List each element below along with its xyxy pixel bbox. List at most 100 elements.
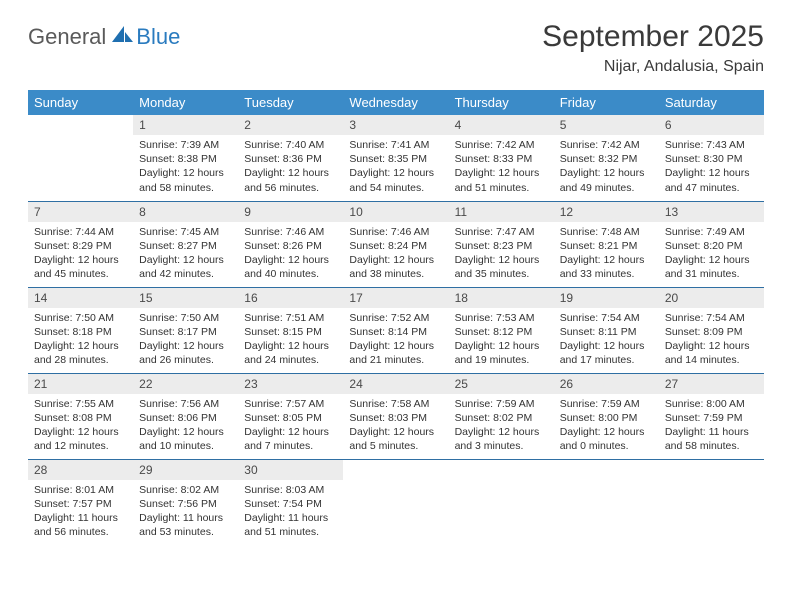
calendar-day-cell: 3Sunrise: 7:41 AMSunset: 8:35 PMDaylight… [343,115,448,201]
sunrise-line: Sunrise: 7:50 AM [139,311,232,325]
day-content: Sunrise: 7:43 AMSunset: 8:30 PMDaylight:… [659,135,764,200]
calendar-day-cell [343,459,448,545]
daylight-line: Daylight: 12 hours and 49 minutes. [560,166,653,194]
sunrise-line: Sunrise: 7:58 AM [349,397,442,411]
calendar-day-cell: 2Sunrise: 7:40 AMSunset: 8:36 PMDaylight… [238,115,343,201]
day-content: Sunrise: 7:51 AMSunset: 8:15 PMDaylight:… [238,308,343,373]
day-content: Sunrise: 8:01 AMSunset: 7:57 PMDaylight:… [28,480,133,545]
sunrise-line: Sunrise: 7:54 AM [665,311,758,325]
daylight-line: Daylight: 11 hours and 58 minutes. [665,425,758,453]
sunset-line: Sunset: 8:36 PM [244,152,337,166]
day-number: 16 [238,288,343,308]
day-content: Sunrise: 7:56 AMSunset: 8:06 PMDaylight:… [133,394,238,459]
calendar-day-cell: 6Sunrise: 7:43 AMSunset: 8:30 PMDaylight… [659,115,764,201]
calendar-day-cell: 12Sunrise: 7:48 AMSunset: 8:21 PMDayligh… [554,201,659,287]
sunrise-line: Sunrise: 7:49 AM [665,225,758,239]
sunrise-line: Sunrise: 7:42 AM [455,138,548,152]
sunrise-line: Sunrise: 7:59 AM [560,397,653,411]
sunrise-line: Sunrise: 7:46 AM [244,225,337,239]
calendar-day-cell: 1Sunrise: 7:39 AMSunset: 8:38 PMDaylight… [133,115,238,201]
day-number: 28 [28,460,133,480]
calendar-week-row: 1Sunrise: 7:39 AMSunset: 8:38 PMDaylight… [28,115,764,201]
day-number-empty [343,460,448,480]
calendar-week-row: 21Sunrise: 7:55 AMSunset: 8:08 PMDayligh… [28,373,764,459]
day-content: Sunrise: 7:45 AMSunset: 8:27 PMDaylight:… [133,222,238,287]
calendar-day-cell: 29Sunrise: 8:02 AMSunset: 7:56 PMDayligh… [133,459,238,545]
daylight-line: Daylight: 11 hours and 51 minutes. [244,511,337,539]
calendar-day-cell: 13Sunrise: 7:49 AMSunset: 8:20 PMDayligh… [659,201,764,287]
logo-text-blue: Blue [136,24,180,50]
calendar-day-cell: 19Sunrise: 7:54 AMSunset: 8:11 PMDayligh… [554,287,659,373]
day-number: 25 [449,374,554,394]
sunset-line: Sunset: 8:03 PM [349,411,442,425]
sunrise-line: Sunrise: 7:46 AM [349,225,442,239]
day-content: Sunrise: 7:53 AMSunset: 8:12 PMDaylight:… [449,308,554,373]
day-number: 27 [659,374,764,394]
day-number: 1 [133,115,238,135]
daylight-line: Daylight: 12 hours and 51 minutes. [455,166,548,194]
calendar-day-cell: 15Sunrise: 7:50 AMSunset: 8:17 PMDayligh… [133,287,238,373]
calendar-day-cell: 24Sunrise: 7:58 AMSunset: 8:03 PMDayligh… [343,373,448,459]
sunrise-line: Sunrise: 7:50 AM [34,311,127,325]
daylight-line: Daylight: 12 hours and 17 minutes. [560,339,653,367]
day-content: Sunrise: 8:03 AMSunset: 7:54 PMDaylight:… [238,480,343,545]
sunrise-line: Sunrise: 7:53 AM [455,311,548,325]
month-title: September 2025 [542,20,764,54]
day-number: 26 [554,374,659,394]
daylight-line: Daylight: 12 hours and 0 minutes. [560,425,653,453]
calendar-day-cell: 21Sunrise: 7:55 AMSunset: 8:08 PMDayligh… [28,373,133,459]
day-number: 19 [554,288,659,308]
sunset-line: Sunset: 8:15 PM [244,325,337,339]
weekday-header: Friday [554,90,659,115]
sunrise-line: Sunrise: 7:56 AM [139,397,232,411]
sunset-line: Sunset: 8:09 PM [665,325,758,339]
calendar-day-cell [28,115,133,201]
calendar-day-cell: 11Sunrise: 7:47 AMSunset: 8:23 PMDayligh… [449,201,554,287]
sunrise-line: Sunrise: 7:51 AM [244,311,337,325]
day-number: 20 [659,288,764,308]
daylight-line: Daylight: 11 hours and 53 minutes. [139,511,232,539]
location-label: Nijar, Andalusia, Spain [542,58,764,76]
day-content: Sunrise: 7:54 AMSunset: 8:09 PMDaylight:… [659,308,764,373]
calendar-day-cell: 26Sunrise: 7:59 AMSunset: 8:00 PMDayligh… [554,373,659,459]
day-number: 12 [554,202,659,222]
calendar-day-cell: 14Sunrise: 7:50 AMSunset: 8:18 PMDayligh… [28,287,133,373]
daylight-line: Daylight: 12 hours and 24 minutes. [244,339,337,367]
sunset-line: Sunset: 8:08 PM [34,411,127,425]
sunset-line: Sunset: 8:14 PM [349,325,442,339]
day-number-empty [554,460,659,480]
day-content: Sunrise: 7:58 AMSunset: 8:03 PMDaylight:… [343,394,448,459]
sunrise-line: Sunrise: 7:52 AM [349,311,442,325]
sunset-line: Sunset: 8:21 PM [560,239,653,253]
daylight-line: Daylight: 12 hours and 10 minutes. [139,425,232,453]
sunrise-line: Sunrise: 7:39 AM [139,138,232,152]
sunset-line: Sunset: 8:32 PM [560,152,653,166]
day-content: Sunrise: 7:41 AMSunset: 8:35 PMDaylight:… [343,135,448,200]
calendar-table: Sunday Monday Tuesday Wednesday Thursday… [28,90,764,545]
daylight-line: Daylight: 12 hours and 35 minutes. [455,253,548,281]
day-number: 2 [238,115,343,135]
day-content: Sunrise: 7:59 AMSunset: 8:02 PMDaylight:… [449,394,554,459]
weekday-header: Thursday [449,90,554,115]
sunset-line: Sunset: 8:26 PM [244,239,337,253]
sunrise-line: Sunrise: 7:54 AM [560,311,653,325]
sunset-line: Sunset: 8:20 PM [665,239,758,253]
sunset-line: Sunset: 8:17 PM [139,325,232,339]
sunset-line: Sunset: 7:54 PM [244,497,337,511]
sunset-line: Sunset: 8:24 PM [349,239,442,253]
sunset-line: Sunset: 7:56 PM [139,497,232,511]
day-number-empty [28,115,133,135]
sunset-line: Sunset: 8:12 PM [455,325,548,339]
daylight-line: Daylight: 12 hours and 5 minutes. [349,425,442,453]
sunset-line: Sunset: 8:33 PM [455,152,548,166]
day-content: Sunrise: 7:40 AMSunset: 8:36 PMDaylight:… [238,135,343,200]
day-content: Sunrise: 7:50 AMSunset: 8:18 PMDaylight:… [28,308,133,373]
sunrise-line: Sunrise: 7:57 AM [244,397,337,411]
day-number-empty [659,460,764,480]
weekday-header: Sunday [28,90,133,115]
daylight-line: Daylight: 12 hours and 12 minutes. [34,425,127,453]
day-number: 29 [133,460,238,480]
calendar-day-cell: 22Sunrise: 7:56 AMSunset: 8:06 PMDayligh… [133,373,238,459]
day-content: Sunrise: 7:46 AMSunset: 8:24 PMDaylight:… [343,222,448,287]
calendar-day-cell: 9Sunrise: 7:46 AMSunset: 8:26 PMDaylight… [238,201,343,287]
